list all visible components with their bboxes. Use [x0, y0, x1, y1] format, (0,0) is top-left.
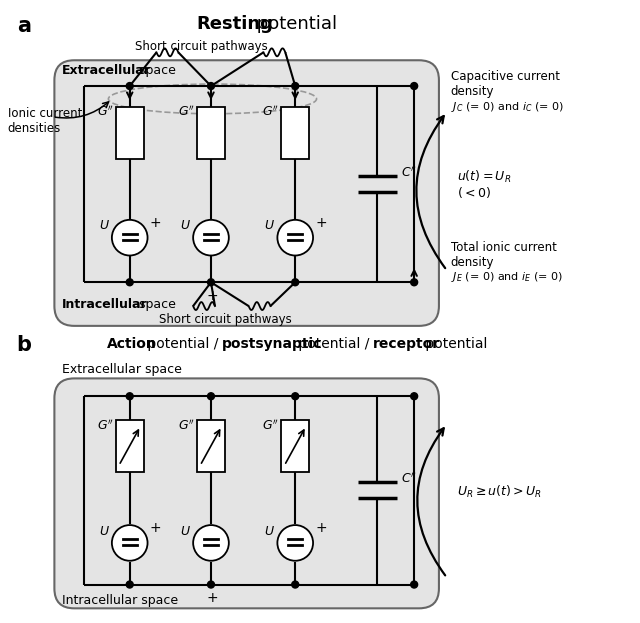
Text: Short circuit pathways: Short circuit pathways — [159, 313, 292, 326]
Circle shape — [193, 220, 229, 255]
Circle shape — [411, 392, 418, 400]
Text: K: K — [127, 421, 134, 431]
Text: $(< 0)$: $(< 0)$ — [457, 185, 491, 200]
Circle shape — [411, 279, 418, 286]
Text: +: + — [315, 521, 326, 535]
Text: a: a — [17, 16, 31, 36]
Text: $U$: $U$ — [264, 525, 275, 538]
Text: Na: Na — [208, 421, 223, 431]
Circle shape — [207, 581, 214, 588]
FancyArrowPatch shape — [417, 116, 445, 268]
Text: Intracellular space: Intracellular space — [62, 594, 179, 607]
Circle shape — [292, 581, 299, 588]
FancyBboxPatch shape — [54, 378, 439, 608]
Text: $U$: $U$ — [180, 525, 191, 538]
Text: Resting: Resting — [196, 15, 273, 32]
Text: Na: Na — [208, 108, 223, 118]
Text: Capacitive current: Capacitive current — [451, 70, 560, 83]
Text: space: space — [134, 298, 175, 311]
Circle shape — [112, 525, 148, 561]
Text: Extracellular: Extracellular — [62, 64, 151, 77]
Bar — [116, 107, 143, 159]
Text: $U$: $U$ — [99, 219, 110, 232]
Text: $G''$: $G''$ — [97, 418, 114, 432]
Bar — [197, 420, 225, 472]
Circle shape — [277, 220, 313, 255]
Circle shape — [292, 83, 299, 90]
Text: Short circuit pathways: Short circuit pathways — [134, 40, 268, 54]
Circle shape — [207, 392, 214, 400]
Text: potential /: potential / — [143, 337, 223, 351]
Circle shape — [126, 581, 133, 588]
Text: receptor: receptor — [373, 337, 440, 351]
Text: postsynaptic: postsynaptic — [222, 337, 322, 351]
Text: $G''$: $G''$ — [178, 105, 195, 120]
Circle shape — [126, 279, 133, 286]
Text: $C''$: $C''$ — [401, 165, 417, 179]
Circle shape — [112, 220, 148, 255]
Text: Extracellular space: Extracellular space — [62, 363, 182, 376]
Text: +: + — [315, 216, 326, 230]
FancyArrowPatch shape — [417, 428, 445, 576]
Text: K: K — [122, 221, 129, 231]
Text: density: density — [451, 85, 494, 98]
Bar — [116, 420, 143, 472]
Text: b: b — [17, 335, 32, 354]
Text: potential: potential — [421, 337, 488, 351]
Text: $U$: $U$ — [180, 219, 191, 232]
Circle shape — [411, 581, 418, 588]
Circle shape — [277, 525, 313, 561]
Text: Intracellular: Intracellular — [62, 298, 148, 311]
Circle shape — [411, 83, 418, 90]
Text: Cl: Cl — [287, 221, 298, 231]
Text: K: K — [127, 108, 134, 118]
Circle shape — [207, 279, 214, 286]
Text: $J_{C}$ (= 0) and $i_{C}$ (= 0): $J_{C}$ (= 0) and $i_{C}$ (= 0) — [451, 100, 564, 114]
Text: Na: Na — [203, 221, 218, 231]
Circle shape — [126, 392, 133, 400]
Circle shape — [292, 279, 299, 286]
Text: Total ionic current: Total ionic current — [451, 240, 557, 254]
Text: $G''$: $G''$ — [97, 105, 114, 120]
Circle shape — [126, 83, 133, 90]
Text: $G''$: $G''$ — [178, 418, 195, 432]
Text: $C''$: $C''$ — [401, 471, 417, 486]
Text: Cl: Cl — [292, 108, 303, 118]
Text: +: + — [150, 216, 161, 230]
Text: Cl: Cl — [292, 421, 303, 431]
Circle shape — [292, 392, 299, 400]
Text: potential: potential — [251, 15, 337, 32]
Bar — [197, 107, 225, 159]
Circle shape — [207, 83, 214, 90]
Text: Cl: Cl — [287, 526, 298, 536]
Text: K: K — [122, 526, 129, 536]
Text: density: density — [451, 255, 494, 269]
FancyBboxPatch shape — [54, 60, 439, 326]
Text: $J_{E}$ (= 0) and $i_{E}$ (= 0): $J_{E}$ (= 0) and $i_{E}$ (= 0) — [451, 270, 563, 284]
Text: +: + — [206, 289, 218, 303]
Text: $U_R \geq u(t) > U_R$: $U_R \geq u(t) > U_R$ — [457, 483, 542, 500]
Text: $u(t) = U_R$: $u(t) = U_R$ — [457, 169, 511, 186]
Circle shape — [193, 525, 229, 561]
Text: Na: Na — [203, 526, 218, 536]
Text: +: + — [206, 591, 218, 606]
Text: Action: Action — [107, 337, 157, 351]
Text: $U$: $U$ — [264, 219, 275, 232]
Bar — [282, 420, 309, 472]
Text: +: + — [150, 521, 161, 535]
Bar — [282, 107, 309, 159]
Text: Ionic current
densities: Ionic current densities — [8, 107, 82, 135]
Text: $G''$: $G''$ — [262, 418, 280, 432]
Text: $G''$: $G''$ — [262, 105, 280, 120]
Text: $U$: $U$ — [99, 525, 110, 538]
Text: space: space — [134, 64, 175, 77]
Text: potential /: potential / — [294, 337, 374, 351]
